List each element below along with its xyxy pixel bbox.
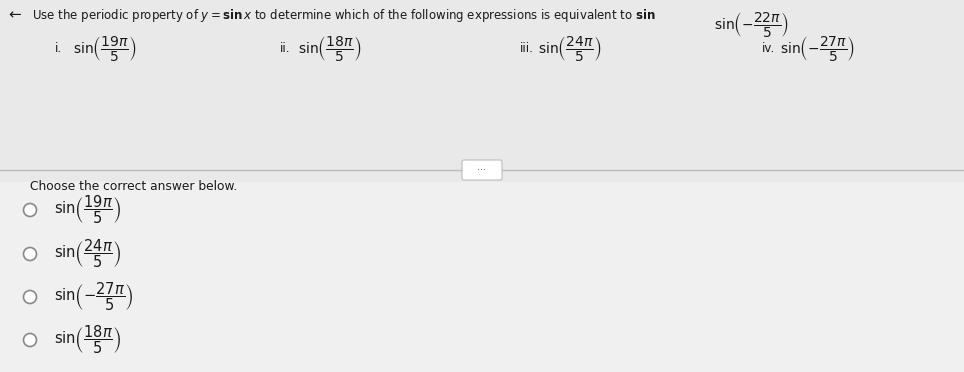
Text: $\sin\!\left(\dfrac{18\pi}{5}\right)$: $\sin\!\left(\dfrac{18\pi}{5}\right)$: [54, 324, 121, 356]
Text: Use the periodic property of $y=\mathbf{sin}\,x$ to determine which of the follo: Use the periodic property of $y=\mathbf{…: [32, 7, 656, 24]
Text: i.: i.: [55, 42, 62, 55]
Circle shape: [23, 203, 37, 217]
Circle shape: [23, 291, 37, 304]
Bar: [0, 0, 964, 182]
Text: ←: ←: [8, 7, 21, 22]
Circle shape: [23, 334, 37, 346]
Text: ···: ···: [477, 165, 487, 175]
Text: $\sin\!\left(-\dfrac{22\pi}{5}\right)$: $\sin\!\left(-\dfrac{22\pi}{5}\right)$: [714, 10, 790, 39]
Bar: [0, 182, 964, 372]
Text: iv.: iv.: [762, 42, 775, 55]
Text: $\sin\!\left(-\dfrac{27\pi}{5}\right)$: $\sin\!\left(-\dfrac{27\pi}{5}\right)$: [780, 35, 855, 64]
Circle shape: [23, 247, 37, 260]
Text: $\sin\!\left(\dfrac{24\pi}{5}\right)$: $\sin\!\left(\dfrac{24\pi}{5}\right)$: [538, 35, 602, 64]
Text: iii.: iii.: [520, 42, 534, 55]
Text: $\sin\!\left(\dfrac{18\pi}{5}\right)$: $\sin\!\left(\dfrac{18\pi}{5}\right)$: [298, 35, 362, 64]
Text: $\sin\!\left(\dfrac{19\pi}{5}\right)$: $\sin\!\left(\dfrac{19\pi}{5}\right)$: [73, 35, 137, 64]
Text: $\sin\!\left(\dfrac{24\pi}{5}\right)$: $\sin\!\left(\dfrac{24\pi}{5}\right)$: [54, 238, 121, 270]
FancyBboxPatch shape: [462, 160, 502, 180]
Text: ii.: ii.: [280, 42, 290, 55]
Text: $\sin\!\left(\dfrac{19\pi}{5}\right)$: $\sin\!\left(\dfrac{19\pi}{5}\right)$: [54, 194, 121, 226]
Text: $\sin\!\left(-\dfrac{27\pi}{5}\right)$: $\sin\!\left(-\dfrac{27\pi}{5}\right)$: [54, 281, 134, 313]
Text: Choose the correct answer below.: Choose the correct answer below.: [30, 180, 237, 193]
